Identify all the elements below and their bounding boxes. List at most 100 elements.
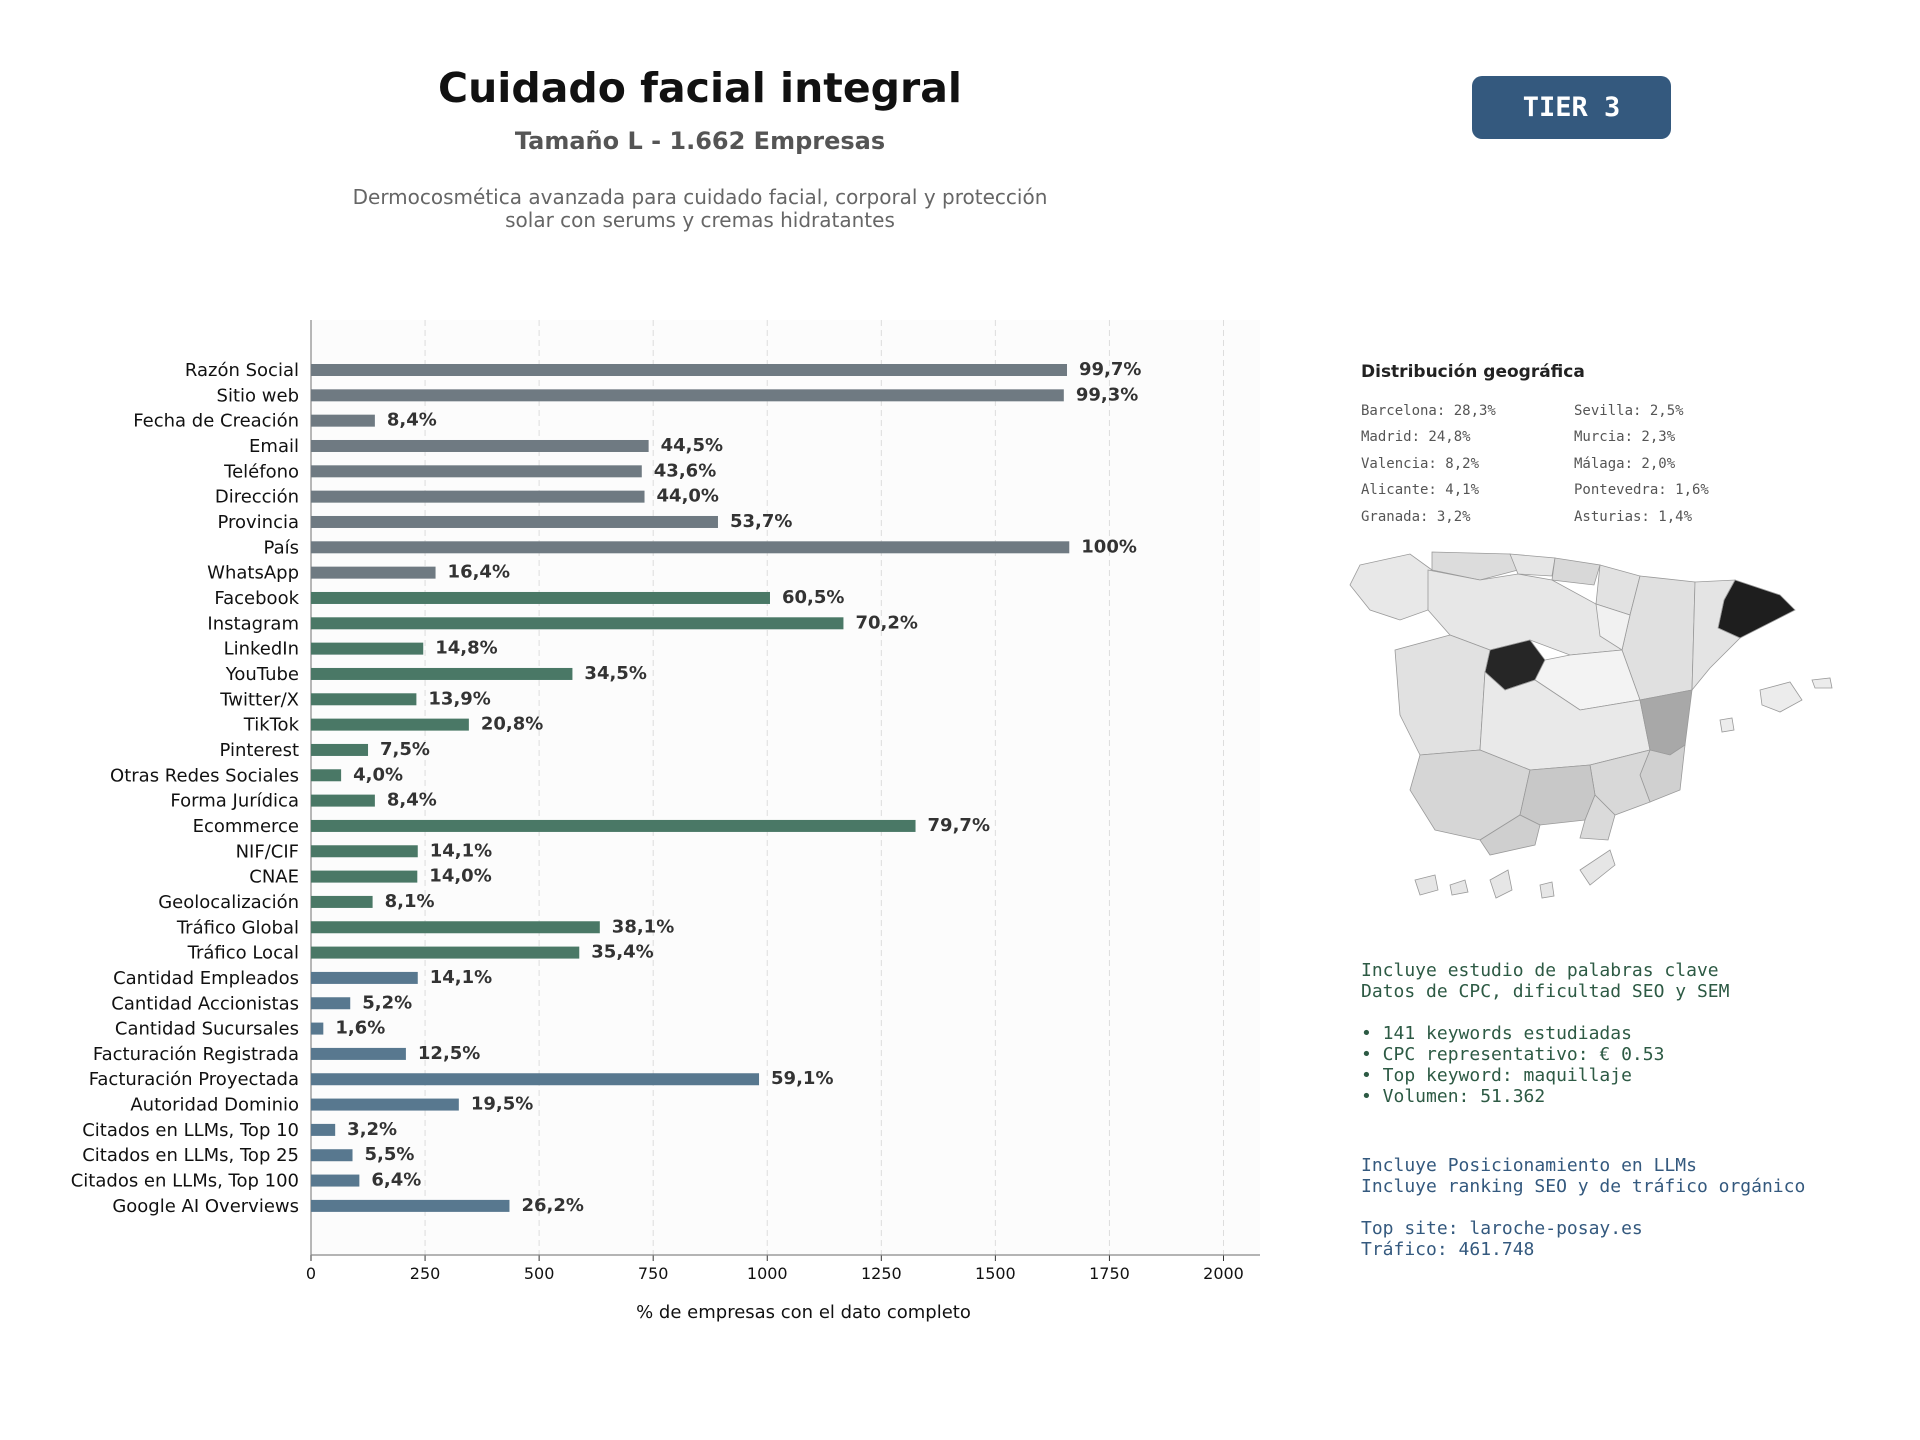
geo-distribution-title: Distribución geográfica — [1361, 362, 1585, 382]
geo-item: Pontevedra: 1,6% — [1574, 482, 1709, 499]
geo-item: Murcia: 2,3% — [1574, 429, 1676, 446]
category-label: Forma Jurídica — [170, 791, 299, 812]
data-label: 6,4% — [371, 1170, 421, 1191]
category-label: Facebook — [214, 588, 299, 609]
category-label: Email — [249, 436, 299, 457]
geo-item: Málaga: 2,0% — [1574, 455, 1676, 472]
bar — [311, 743, 369, 756]
bar — [311, 870, 418, 883]
geo-list-left: Barcelona: 28,3% Madrid: 24,8% Valencia: 8… — [1361, 398, 1496, 530]
region-extremadura — [1394, 634, 1491, 756]
data-label: 60,5% — [782, 587, 844, 608]
bar — [311, 389, 1064, 402]
geo-list-right: Sevilla: 2,5% Murcia: 2,3% Málaga: 2,0% Pon… — [1574, 398, 1709, 530]
bar — [311, 566, 436, 579]
category-label: Facturación Proyectada — [89, 1069, 299, 1090]
category-label: WhatsApp — [207, 563, 299, 584]
region-galicia — [1349, 553, 1433, 621]
bar — [311, 1199, 510, 1212]
region-canarias-5 — [1579, 849, 1616, 886]
bar — [311, 642, 424, 655]
category-label: Google AI Overviews — [112, 1196, 299, 1217]
data-label: 44,0% — [657, 486, 719, 507]
data-label: 3,2% — [347, 1119, 397, 1140]
data-label: 8,4% — [387, 790, 437, 811]
data-label: 79,7% — [928, 815, 990, 836]
region-canarias-4 — [1539, 881, 1555, 899]
bar — [311, 591, 770, 604]
data-label: 19,5% — [471, 1094, 533, 1115]
bar — [311, 718, 469, 731]
data-label: 34,5% — [584, 663, 646, 684]
category-label: CNAE — [249, 867, 299, 888]
region-basque — [1551, 557, 1601, 586]
geo-item: Barcelona: 28,3% — [1361, 403, 1496, 419]
x-tick-label: 1000 — [747, 1264, 788, 1283]
category-label: Dirección — [215, 487, 299, 508]
data-label: 70,2% — [855, 612, 917, 633]
bar — [311, 1123, 336, 1136]
data-label: 59,1% — [771, 1068, 833, 1089]
geo-item: Madrid: 24,8% — [1361, 429, 1471, 446]
data-label: 8,4% — [387, 410, 437, 431]
category-label: País — [264, 537, 299, 558]
geo-item: Alicante: 4,1% — [1361, 482, 1480, 499]
bar — [311, 490, 645, 503]
category-label: Cantidad Sucursales — [115, 1019, 299, 1040]
geo-item: Asturias: 1,4% — [1574, 508, 1693, 525]
keywords-bullets: • 141 keywords estudiadas • CPC represen… — [1361, 1023, 1665, 1107]
x-tick-label: 1750 — [1089, 1264, 1130, 1283]
page-title: Cuidado facial integral — [438, 64, 962, 112]
plot-background — [311, 320, 1260, 1255]
data-label: 43,6% — [654, 460, 716, 481]
bar — [311, 1098, 459, 1111]
region-canarias-2 — [1449, 879, 1469, 896]
data-label: 100% — [1081, 536, 1137, 557]
category-label: Citados en LLMs, Top 25 — [82, 1145, 299, 1166]
category-label: Sitio web — [217, 385, 299, 406]
x-tick-label: 750 — [638, 1264, 669, 1283]
data-label: 14,0% — [429, 866, 491, 887]
data-label: 7,5% — [380, 739, 430, 760]
region-almeria — [1579, 794, 1616, 841]
data-label: 44,5% — [661, 435, 723, 456]
bar — [311, 439, 649, 452]
bar — [311, 997, 351, 1010]
bar — [311, 946, 580, 959]
region-ibiza — [1719, 717, 1735, 733]
category-label: Tráfico Global — [176, 917, 299, 938]
page-subtitle: Tamaño L - 1.662 Empresas — [514, 127, 886, 155]
category-label: Tráfico Local — [187, 943, 299, 964]
keywords-intro: Incluye estudio de palabras clave Datos … — [1361, 960, 1730, 1002]
tier-badge: TIER 3 — [1472, 76, 1671, 139]
region-granada — [1519, 764, 1596, 826]
data-label: 14,1% — [430, 840, 492, 861]
x-tick-label: 2000 — [1203, 1264, 1244, 1283]
category-label: Teléfono — [223, 461, 299, 482]
x-tick-label: 250 — [410, 1264, 441, 1283]
region-asturias — [1431, 551, 1519, 581]
data-label: 53,7% — [730, 511, 792, 532]
category-label: Fecha de Creación — [133, 411, 299, 432]
category-label: Cantidad Empleados — [113, 968, 299, 989]
data-label: 20,8% — [481, 714, 543, 735]
bar — [311, 769, 342, 782]
category-label: Pinterest — [219, 740, 299, 761]
data-label: 26,2% — [521, 1195, 583, 1216]
bar — [311, 364, 1068, 376]
data-label: 12,5% — [418, 1043, 480, 1064]
x-tick-label: 0 — [306, 1264, 316, 1283]
category-label: Facturación Registrada — [93, 1044, 299, 1065]
bar — [311, 465, 642, 478]
bar — [311, 414, 375, 427]
bar — [311, 617, 844, 630]
geo-item: Valencia: 8,2% — [1361, 455, 1480, 472]
category-label: Instagram — [207, 613, 299, 634]
data-label: 38,1% — [612, 916, 674, 937]
data-label: 8,1% — [385, 891, 435, 912]
data-label: 13,9% — [428, 688, 490, 709]
data-label: 99,7% — [1079, 359, 1141, 380]
bar — [311, 667, 573, 680]
category-label: Autoridad Dominio — [130, 1095, 299, 1116]
bar — [311, 541, 1070, 554]
